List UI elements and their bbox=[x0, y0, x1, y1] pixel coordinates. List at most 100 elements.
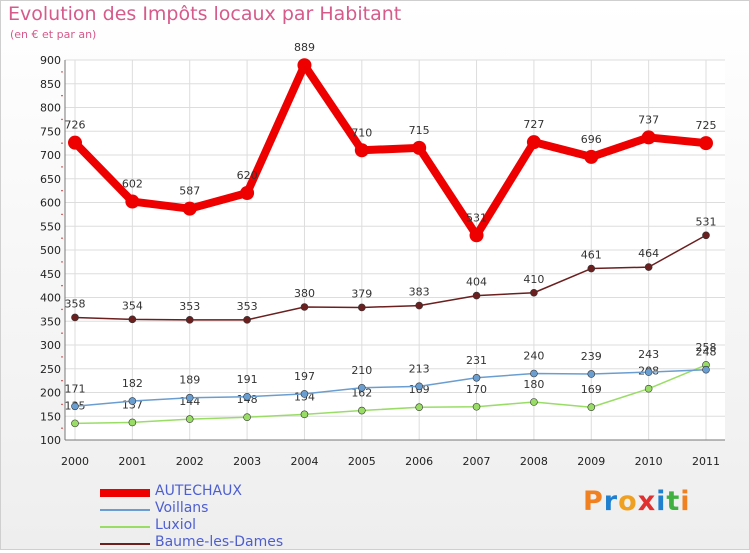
data-point bbox=[240, 186, 255, 200]
data-point bbox=[469, 228, 484, 243]
data-point bbox=[185, 415, 194, 423]
data-label: 354 bbox=[122, 299, 143, 312]
data-label: 710 bbox=[351, 126, 372, 139]
data-point bbox=[358, 303, 366, 312]
legend-swatch bbox=[100, 509, 150, 511]
series-line-voillans bbox=[74, 368, 707, 408]
legend-label: AUTECHAUX bbox=[155, 483, 242, 499]
y-minor-tick bbox=[61, 427, 63, 429]
x-tick-label: 2011 bbox=[692, 455, 720, 468]
data-label: 353 bbox=[179, 300, 200, 313]
y-tick-label: 650 bbox=[40, 173, 61, 186]
data-label: 231 bbox=[466, 354, 487, 367]
data-label: 725 bbox=[696, 119, 717, 132]
logo-letter: r bbox=[603, 486, 619, 517]
data-label: 162 bbox=[351, 387, 372, 400]
data-label: 213 bbox=[409, 362, 430, 375]
data-point bbox=[526, 135, 541, 150]
y-tick-label: 900 bbox=[40, 54, 61, 67]
logo-letter: i bbox=[656, 486, 667, 517]
data-point bbox=[71, 419, 79, 428]
data-label: 587 bbox=[179, 185, 200, 198]
data-label: 171 bbox=[65, 382, 86, 395]
data-point bbox=[300, 410, 309, 419]
x-tick-label: 2007 bbox=[463, 455, 491, 468]
x-tick-label: 2010 bbox=[635, 455, 663, 468]
y-tick-label: 850 bbox=[40, 78, 61, 91]
logo-letter: P bbox=[583, 486, 604, 517]
data-point bbox=[702, 231, 710, 240]
y-tick-label: 150 bbox=[40, 410, 61, 423]
data-label: 182 bbox=[122, 377, 143, 390]
y-minor-tick bbox=[61, 332, 63, 334]
legend-label: Voillans bbox=[155, 500, 209, 516]
data-point bbox=[530, 288, 538, 297]
y-tick-label: 250 bbox=[40, 363, 61, 376]
data-point bbox=[415, 301, 423, 310]
data-label: 170 bbox=[466, 383, 487, 396]
data-point bbox=[584, 149, 599, 164]
data-point bbox=[297, 58, 312, 73]
y-tick-label: 600 bbox=[40, 197, 61, 210]
x-tick-label: 2009 bbox=[577, 455, 605, 468]
line-chart: 100 150 200 250 300 350 400 450 500 550 600 650 700 7… bbox=[40, 41, 725, 468]
y-tick-label: 450 bbox=[40, 268, 61, 281]
data-point bbox=[243, 392, 251, 401]
legend-swatch bbox=[100, 543, 150, 545]
data-point bbox=[644, 384, 653, 393]
logo-letter: i bbox=[680, 486, 691, 517]
logo-letter: o bbox=[618, 486, 638, 517]
y-minor-tick bbox=[61, 356, 63, 358]
data-point bbox=[530, 398, 538, 406]
x-tick-label: 2008 bbox=[520, 455, 548, 468]
data-label: 737 bbox=[638, 113, 659, 126]
data-label: 464 bbox=[638, 247, 659, 260]
y-tick-label: 200 bbox=[40, 387, 61, 400]
x-tick-label: 2003 bbox=[233, 455, 261, 468]
data-point bbox=[587, 264, 596, 273]
y-tick-label: 400 bbox=[40, 292, 61, 305]
data-point bbox=[644, 263, 653, 271]
data-point bbox=[128, 315, 137, 324]
data-label: 383 bbox=[409, 286, 430, 299]
data-label: 239 bbox=[581, 350, 602, 363]
y-minor-tick bbox=[61, 71, 63, 73]
legend-label: Baume-les-Dames bbox=[155, 534, 284, 550]
data-label: 531 bbox=[696, 215, 717, 228]
data-point bbox=[185, 393, 194, 402]
y-tick-label: 300 bbox=[40, 339, 61, 352]
y-minor-tick bbox=[61, 379, 63, 382]
data-point bbox=[125, 194, 140, 209]
y-minor-tick bbox=[61, 142, 63, 144]
data-point bbox=[71, 313, 79, 322]
data-label: 726 bbox=[65, 119, 86, 132]
data-point bbox=[300, 390, 309, 398]
data-label: 210 bbox=[351, 364, 372, 377]
x-tick-label: 2006 bbox=[405, 455, 433, 468]
data-point bbox=[185, 316, 194, 324]
data-point bbox=[641, 130, 656, 145]
y-minor-tick bbox=[61, 213, 63, 216]
y-minor-tick bbox=[61, 118, 63, 121]
data-label: 602 bbox=[122, 178, 143, 191]
data-label: 248 bbox=[696, 346, 717, 359]
logo-letter: t bbox=[666, 486, 681, 517]
data-point bbox=[472, 402, 481, 411]
data-point bbox=[128, 418, 137, 427]
data-point bbox=[243, 413, 251, 422]
data-point bbox=[415, 403, 423, 412]
data-label: 169 bbox=[581, 383, 602, 396]
y-tick-label: 800 bbox=[40, 102, 61, 115]
data-label: 696 bbox=[581, 133, 602, 146]
data-label: 197 bbox=[294, 370, 315, 383]
data-label: 240 bbox=[523, 350, 544, 363]
legend-label: Luxiol bbox=[155, 517, 197, 533]
data-point bbox=[472, 373, 481, 382]
data-point bbox=[128, 397, 137, 405]
y-minor-tick bbox=[61, 284, 63, 287]
data-point bbox=[243, 316, 251, 324]
y-tick-label: 550 bbox=[40, 220, 61, 233]
y-tick-label: 700 bbox=[40, 149, 61, 162]
y-tick-label: 500 bbox=[40, 244, 61, 257]
data-label: 410 bbox=[523, 273, 544, 286]
